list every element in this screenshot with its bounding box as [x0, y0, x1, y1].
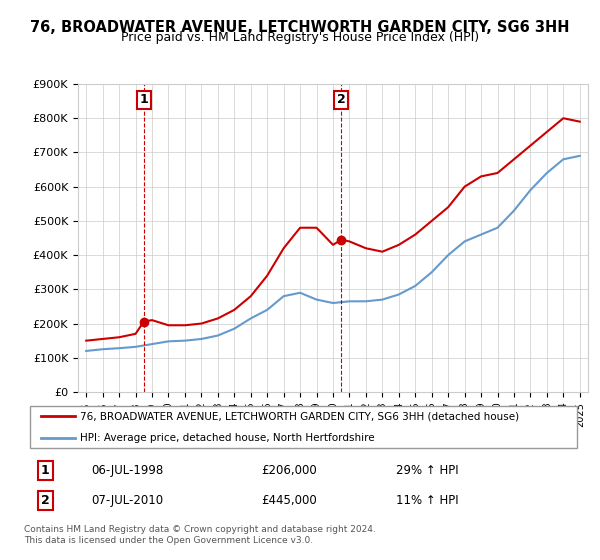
- Text: 1: 1: [41, 464, 50, 477]
- Text: Price paid vs. HM Land Registry's House Price Index (HPI): Price paid vs. HM Land Registry's House …: [121, 31, 479, 44]
- FancyBboxPatch shape: [29, 405, 577, 449]
- Text: 2: 2: [337, 93, 346, 106]
- Text: 76, BROADWATER AVENUE, LETCHWORTH GARDEN CITY, SG6 3HH: 76, BROADWATER AVENUE, LETCHWORTH GARDEN…: [30, 20, 570, 35]
- Text: 11% ↑ HPI: 11% ↑ HPI: [396, 494, 459, 507]
- Text: 06-JUL-1998: 06-JUL-1998: [92, 464, 164, 477]
- Text: HPI: Average price, detached house, North Hertfordshire: HPI: Average price, detached house, Nort…: [80, 433, 375, 443]
- Text: 2: 2: [41, 494, 50, 507]
- Text: 1: 1: [139, 93, 148, 106]
- Text: £206,000: £206,000: [261, 464, 317, 477]
- Text: 76, BROADWATER AVENUE, LETCHWORTH GARDEN CITY, SG6 3HH (detached house): 76, BROADWATER AVENUE, LETCHWORTH GARDEN…: [80, 411, 520, 421]
- Text: £445,000: £445,000: [261, 494, 317, 507]
- Text: Contains HM Land Registry data © Crown copyright and database right 2024.
This d: Contains HM Land Registry data © Crown c…: [24, 525, 376, 545]
- Text: 07-JUL-2010: 07-JUL-2010: [92, 494, 164, 507]
- Text: 29% ↑ HPI: 29% ↑ HPI: [396, 464, 459, 477]
